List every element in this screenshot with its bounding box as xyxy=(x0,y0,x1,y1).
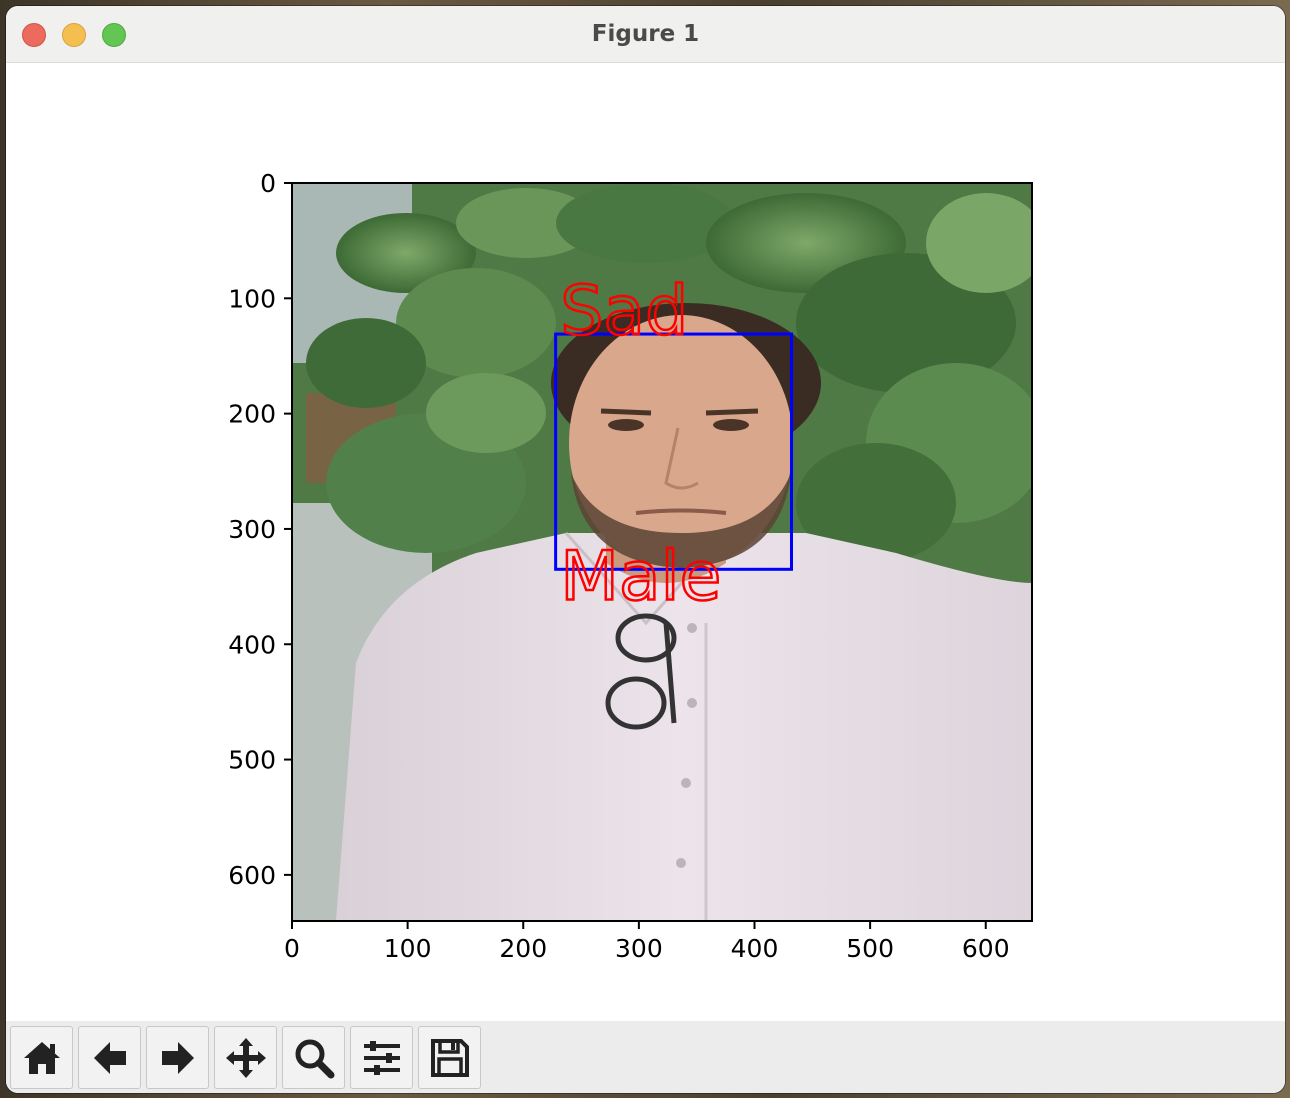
arrow-right-icon xyxy=(161,1041,194,1074)
y-tick-label: 200 xyxy=(228,400,276,429)
figure-window: Figure 1 xyxy=(6,6,1285,1093)
axes: 0 100 200 300 400 500 600 0 100 200 300 400 500 600 xyxy=(228,169,1033,963)
y-tick-label: 300 xyxy=(228,515,276,544)
arrow-left-icon xyxy=(93,1041,126,1074)
y-tick-label: 400 xyxy=(228,630,276,659)
axes-frame xyxy=(291,182,1033,922)
window-title: Figure 1 xyxy=(591,21,700,47)
home-button[interactable] xyxy=(10,1026,73,1089)
x-tick-label: 600 xyxy=(962,934,1010,963)
x-tick-label: 200 xyxy=(499,934,547,963)
back-button[interactable] xyxy=(78,1026,141,1089)
close-window-button[interactable] xyxy=(22,23,46,47)
configure-subplots-button[interactable] xyxy=(350,1026,413,1089)
navigation-toolbar xyxy=(6,1021,1285,1093)
y-tick-label: 500 xyxy=(228,746,276,775)
minimize-window-button[interactable] xyxy=(62,23,86,47)
magnifier-icon xyxy=(295,1039,334,1078)
y-tick-label: 0 xyxy=(260,169,276,198)
save-figure-button[interactable] xyxy=(418,1026,481,1089)
floppy-disk-icon xyxy=(430,1038,469,1077)
face-bounding-box xyxy=(554,332,793,571)
zoom-button[interactable] xyxy=(282,1026,345,1089)
title-bar[interactable]: Figure 1 xyxy=(6,6,1285,63)
x-tick-label: 0 xyxy=(284,934,300,963)
home-icon xyxy=(23,1041,60,1074)
figure-canvas[interactable]: Sad Male 0 100 200 300 400 500 600 0 100 200 300 400… xyxy=(6,63,1285,1021)
zoom-window-button[interactable] xyxy=(102,23,126,47)
emotion-label: Sad xyxy=(560,272,688,351)
x-tick-label: 500 xyxy=(846,934,894,963)
forward-button[interactable] xyxy=(146,1026,209,1089)
plot-area[interactable]: Sad Male 0 100 200 300 400 500 600 0 100 200 300 400… xyxy=(6,63,1285,1021)
x-tick-label: 400 xyxy=(731,934,779,963)
sliders-icon xyxy=(363,1040,400,1075)
photo-image xyxy=(292,183,1032,921)
x-tick-label: 100 xyxy=(384,934,432,963)
y-tick-label: 100 xyxy=(228,284,276,313)
detection-overlay: Sad Male xyxy=(554,271,793,618)
gender-label: Male xyxy=(560,537,721,616)
pan-button[interactable] xyxy=(214,1026,277,1089)
move-icon xyxy=(225,1037,266,1078)
x-tick-label: 300 xyxy=(615,934,663,963)
y-tick-label: 600 xyxy=(228,861,276,890)
